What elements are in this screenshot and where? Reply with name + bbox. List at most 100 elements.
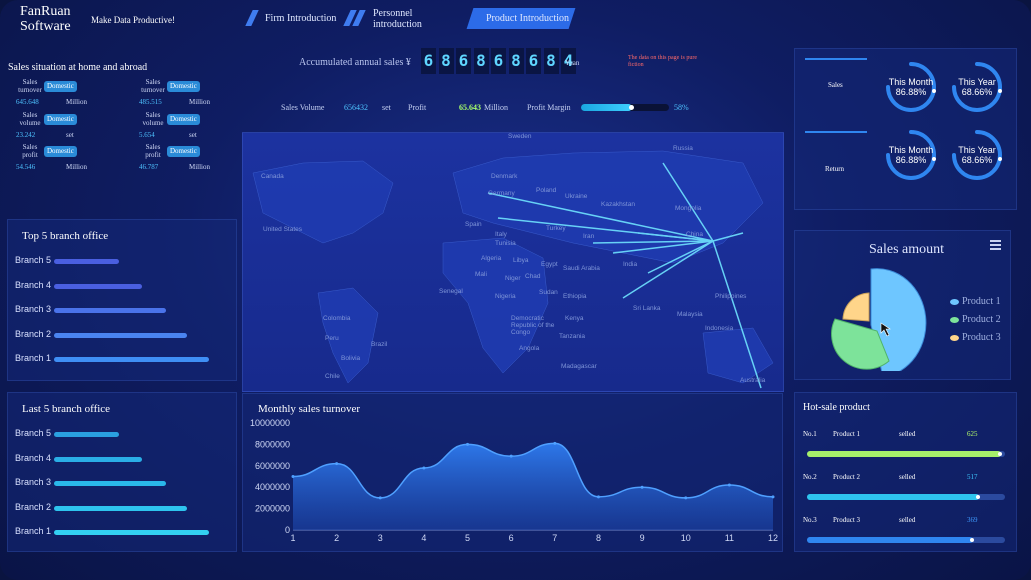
data-point[interactable] xyxy=(509,454,513,458)
y-tick-label: 2000000 xyxy=(255,504,290,514)
hot-fill[interactable] xyxy=(807,451,1003,457)
situation-badge[interactable]: Domestic xyxy=(44,81,77,92)
hot-sale-title: Hot-sale product xyxy=(803,402,870,413)
accumulated-unit: Yuan xyxy=(565,59,580,67)
branch-bar[interactable] xyxy=(54,456,143,462)
branch-bar[interactable] xyxy=(54,481,166,486)
data-point[interactable] xyxy=(553,441,557,445)
data-point[interactable] xyxy=(684,496,688,500)
sales-volume-unit: set xyxy=(382,103,391,112)
gauge-text: This Month 86.88% xyxy=(881,145,941,165)
area-series[interactable] xyxy=(293,443,773,530)
x-tick-label: 1 xyxy=(290,533,295,543)
gauge-text: This Month 86.88% xyxy=(881,77,941,97)
situation-label-line: Sales profit xyxy=(145,143,161,159)
menu-icon[interactable] xyxy=(990,240,1001,250)
legend-swatch xyxy=(950,299,959,305)
situation-badge[interactable]: Domestic xyxy=(167,146,200,157)
situation-label-line: turnover xyxy=(18,86,42,94)
data-point[interactable] xyxy=(640,485,644,489)
hot-fill[interactable] xyxy=(807,537,975,543)
branch-bar[interactable] xyxy=(54,357,209,362)
gauge-ring[interactable] xyxy=(951,129,1003,181)
map-country-label: Denmark xyxy=(491,173,518,180)
profit-margin-value: 58% xyxy=(674,103,689,112)
top5-panel: Top 5 branch office Branch 5 Branch 4 Bran… xyxy=(7,219,237,381)
gauge-caption: This Month xyxy=(888,77,934,87)
situation-label: Sales profit xyxy=(16,143,44,159)
situation-value: 46.787 xyxy=(139,163,159,171)
world-map[interactable]: Russia Sweden Canada Denmark Germany Poland Uk… xyxy=(242,132,784,392)
data-point[interactable] xyxy=(291,475,295,478)
data-point[interactable] xyxy=(422,466,426,470)
data-point[interactable] xyxy=(335,462,339,466)
branch-label: Branch 4 xyxy=(15,279,52,290)
monthly-chart-panel: Monthly sales turnover 10000000 8000000 60… xyxy=(242,393,783,552)
map-country-label: Canada xyxy=(261,173,284,180)
situation-unit: Million xyxy=(66,163,88,171)
gauge-ring[interactable] xyxy=(951,61,1003,113)
hot-track xyxy=(807,451,1005,457)
x-tick-label: 12 xyxy=(768,533,778,543)
flight-line xyxy=(487,192,714,242)
tab-personnel-introduction[interactable]: Personnel introduction xyxy=(343,8,461,30)
branch-bar[interactable] xyxy=(54,308,166,313)
situation-label-line: volume xyxy=(19,119,41,127)
situation-unit: Million xyxy=(189,98,211,106)
brand-logo[interactable]: FanRuan Software xyxy=(20,4,71,34)
flight-line xyxy=(612,240,714,254)
gauge-ring[interactable] xyxy=(885,61,937,113)
situation-badge[interactable]: Domestic xyxy=(44,114,77,125)
legend-label[interactable]: Product 2 xyxy=(962,314,1001,325)
gauge-ring[interactable] xyxy=(885,129,937,181)
situation-badge[interactable]: Domestic xyxy=(167,81,200,92)
tab-firm-introduction[interactable]: Firm Introduction xyxy=(245,8,340,29)
situation-label-line: volume xyxy=(142,119,164,127)
pie-chart[interactable] xyxy=(829,261,939,371)
tab-slash-icon xyxy=(245,10,259,26)
legend-label[interactable]: Product 3 xyxy=(962,332,1001,343)
hot-knob-icon xyxy=(976,495,981,499)
branch-bar[interactable] xyxy=(54,505,188,511)
branch-label: Branch 2 xyxy=(15,328,52,339)
data-point[interactable] xyxy=(727,483,731,487)
gauge-row-label-sales: Sales xyxy=(828,81,843,89)
data-point[interactable] xyxy=(771,495,775,499)
map-country-label: Poland xyxy=(536,187,557,194)
gauge-value: 86.88% xyxy=(895,87,927,97)
x-tick-label: 3 xyxy=(378,533,383,543)
branch-label: Branch 1 xyxy=(15,526,52,536)
situation-value: 54.546 xyxy=(16,163,36,171)
map-country-label: Angola xyxy=(519,345,540,352)
map-country-label: Peru xyxy=(325,335,339,342)
africa-shape xyxy=(442,237,549,374)
situation-label: Sales turnover xyxy=(16,78,44,94)
situation-badge[interactable]: Domestic xyxy=(44,146,77,157)
branch-bar[interactable] xyxy=(54,432,120,437)
hot-fill[interactable] xyxy=(807,494,981,500)
branch-bar[interactable] xyxy=(54,332,188,338)
sales-amount-panel: Sales amount Product 1 Product 2 Product 3 xyxy=(794,230,1011,380)
situation-label-line: Sales xyxy=(22,111,38,119)
branch-bar[interactable] xyxy=(54,530,209,535)
profit-value: 65.643 xyxy=(459,103,481,112)
situation-value: 5.654 xyxy=(139,131,155,139)
data-point[interactable] xyxy=(378,496,382,500)
world-map-shapes xyxy=(252,150,774,389)
data-point[interactable] xyxy=(596,495,600,499)
counter-digit: 8 xyxy=(473,48,489,74)
tab-product-introduction[interactable]: Product Introduction xyxy=(466,8,576,29)
hot-rank: No.2 xyxy=(803,473,817,481)
map-country-label: Ethiopia xyxy=(563,293,587,300)
situation-value: 485.515 xyxy=(139,98,162,106)
profit-margin-track xyxy=(581,104,669,111)
gauge-row-label-return: Return xyxy=(825,165,845,173)
data-point[interactable] xyxy=(466,442,470,446)
situation-badge[interactable]: Domestic xyxy=(167,114,200,125)
branch-bar[interactable] xyxy=(54,283,143,289)
legend-swatch xyxy=(950,335,959,341)
map-country-label: Colombia xyxy=(323,315,351,322)
legend-label[interactable]: Product 1 xyxy=(962,296,1001,307)
branch-bar[interactable] xyxy=(54,259,120,264)
